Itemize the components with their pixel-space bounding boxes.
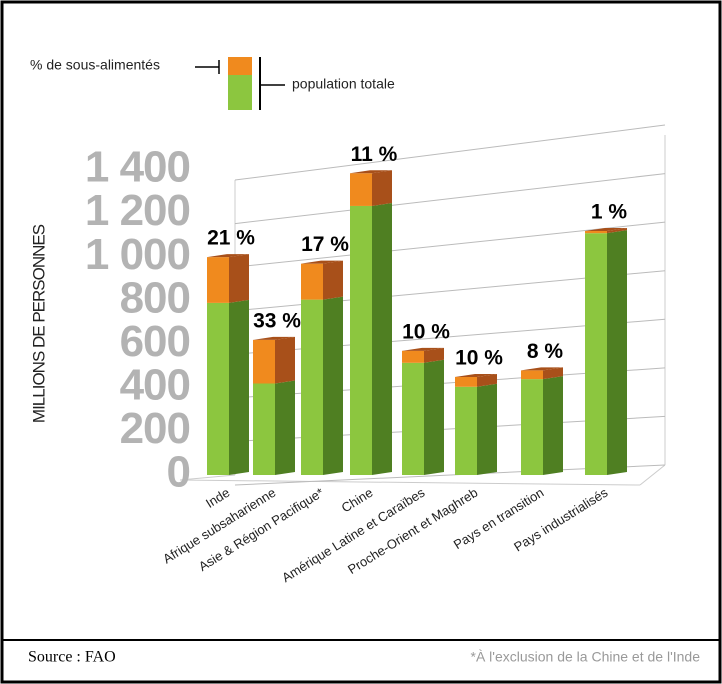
bar-front (350, 173, 372, 206)
data-label: 33 % (253, 309, 301, 332)
floor-edge (179, 474, 236, 481)
bar-front (402, 350, 424, 363)
y-tick-label: 200 (120, 404, 190, 453)
bar-side (275, 380, 295, 475)
bar-front (521, 370, 543, 380)
bar-side (323, 260, 343, 300)
bar-side (543, 367, 563, 380)
legend-swatch (228, 75, 252, 110)
data-label: 17 % (301, 233, 349, 256)
grid-line (234, 173, 666, 225)
bar-side (229, 299, 249, 475)
y-tick-label: 400 (120, 360, 190, 409)
bar-front (585, 233, 607, 475)
bar-front (402, 362, 424, 475)
bar-top (455, 373, 497, 377)
grid-line (234, 124, 666, 181)
bar-side (607, 228, 627, 234)
bar-front (350, 205, 372, 476)
bar-front (207, 257, 229, 303)
data-label: 21 % (207, 227, 255, 250)
floor-edge (639, 464, 666, 486)
data-label: 1 % (591, 201, 628, 224)
bar-top (350, 170, 392, 174)
y-tick-label: 1 200 (85, 186, 190, 235)
data-label: 10 % (455, 347, 503, 370)
bar-top (585, 228, 627, 231)
bar-front (455, 376, 477, 387)
legend-label: population totale (292, 76, 395, 92)
bar-front (301, 263, 323, 300)
bar-side (607, 230, 627, 475)
bar-top (301, 260, 343, 264)
y-tick-label: 600 (120, 317, 190, 366)
legend-swatch (228, 57, 252, 75)
bar-side (323, 296, 343, 475)
legend-label: % de sous-alimentés (30, 57, 160, 73)
data-label: 10 % (402, 320, 450, 343)
y-tick-label: 1 000 (85, 230, 190, 279)
bar-side (543, 376, 563, 475)
bar-side (477, 383, 497, 475)
bar-front (253, 339, 275, 384)
bar-top (253, 336, 295, 340)
bar-side (275, 336, 295, 384)
bar-side (229, 254, 249, 303)
y-axis-label: MILLIONS DE PERSONNES (29, 224, 48, 423)
footnote: *À l'exclusion de la Chine et de l'Inde (471, 649, 701, 665)
y-tick-label: 800 (120, 273, 190, 322)
bar-side (424, 359, 444, 475)
bar-front (253, 383, 275, 475)
data-label: 8 % (527, 340, 564, 363)
y-tick-label: 1 400 (85, 143, 190, 192)
bar-top (521, 367, 563, 371)
bar-front (301, 299, 323, 475)
bar-top (207, 254, 249, 258)
y-tick-label: 0 (167, 448, 190, 497)
floor-edge (179, 479, 641, 486)
bar-side (372, 202, 392, 476)
grid-line (234, 221, 666, 268)
bar-side (477, 373, 497, 387)
data-label: 11 % (351, 143, 398, 166)
bar-front (207, 302, 229, 475)
bar-side (372, 170, 392, 206)
bar-front (585, 231, 607, 234)
source: Source : FAO (28, 649, 116, 666)
bar-side (424, 347, 444, 363)
bar-front (521, 379, 543, 475)
bar-front (455, 386, 477, 475)
bar-top (402, 347, 444, 351)
